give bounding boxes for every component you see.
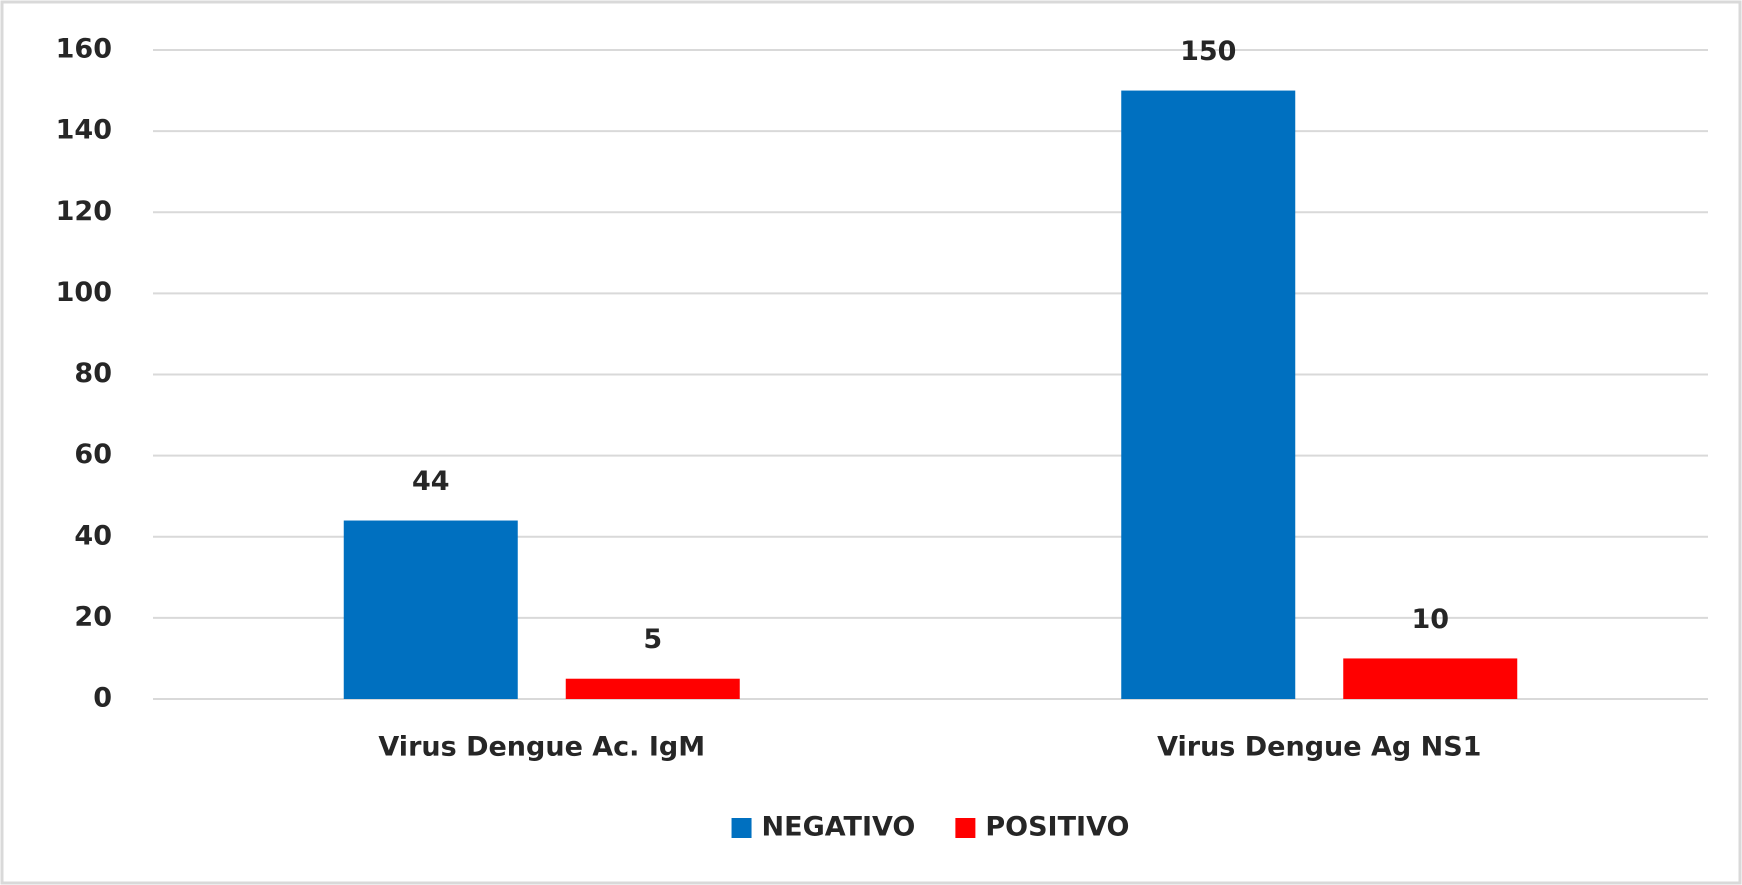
y-tick-label: 160 (56, 34, 112, 65)
legend-label: POSITIVO (985, 812, 1129, 843)
x-tick-label: Virus Dengue Ag NS1 (1157, 732, 1481, 763)
data-label: 10 (1411, 604, 1449, 635)
bar (565, 678, 740, 699)
bar (1343, 658, 1518, 699)
data-label: 44 (412, 466, 450, 497)
data-label: 150 (1180, 36, 1236, 67)
legend-swatch (731, 818, 752, 838)
y-tick-label: 80 (74, 358, 112, 389)
y-tick-label: 140 (56, 115, 112, 146)
bar (1121, 90, 1296, 699)
data-label: 5 (643, 624, 662, 655)
bar (343, 520, 518, 699)
y-tick-label: 40 (74, 520, 112, 551)
x-tick-label: Virus Dengue Ac. IgM (378, 732, 705, 763)
y-tick-label: 100 (56, 277, 112, 308)
y-tick-label: 60 (74, 439, 112, 470)
y-tick-label: 120 (56, 196, 112, 227)
legend-swatch (955, 818, 976, 838)
y-tick-label: 20 (74, 601, 112, 632)
legend-label: NEGATIVO (762, 812, 916, 843)
y-tick-label: 0 (93, 683, 112, 714)
